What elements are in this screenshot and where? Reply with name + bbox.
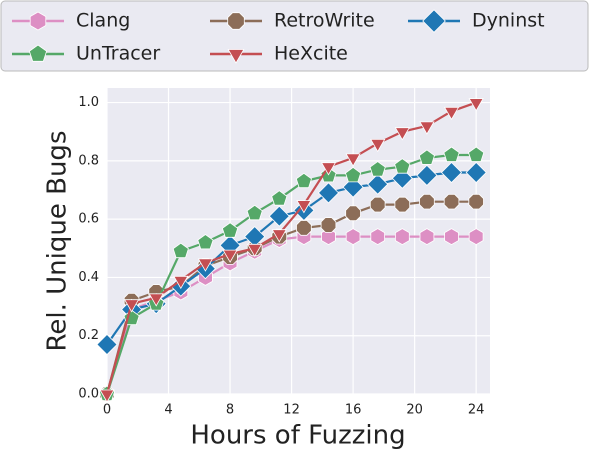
marker — [197, 258, 214, 272]
marker — [99, 389, 115, 403]
series-line — [106, 171, 477, 346]
marker — [295, 172, 312, 189]
marker — [369, 161, 386, 177]
marker — [172, 242, 189, 259]
x-tick-label: 8 — [226, 403, 234, 418]
legend-label: Clang — [76, 10, 130, 32]
marker — [465, 161, 487, 184]
legend-marker — [28, 44, 48, 62]
legend-marker — [29, 11, 47, 31]
marker — [468, 146, 485, 162]
marker — [468, 193, 484, 210]
y-tick-label: 0.6 — [78, 212, 99, 227]
marker — [443, 193, 460, 210]
legend-label: HeXcite — [274, 43, 348, 65]
x-tick-label: 20 — [406, 403, 423, 418]
y-tick-label: 0.8 — [78, 153, 99, 168]
marker — [317, 182, 340, 204]
marker — [370, 138, 386, 153]
marker — [440, 161, 463, 184]
series-line — [105, 101, 477, 395]
series-line — [105, 153, 477, 395]
marker — [443, 106, 460, 121]
marker — [345, 153, 361, 167]
marker — [394, 158, 411, 174]
marker — [197, 234, 214, 250]
legend-label: RetroWrite — [274, 10, 375, 32]
x-tick-label: 0 — [103, 403, 111, 418]
marker — [367, 173, 389, 195]
marker — [124, 299, 140, 313]
marker — [419, 121, 435, 135]
marker — [173, 275, 189, 290]
marker — [320, 217, 337, 233]
marker — [345, 166, 362, 183]
marker — [296, 200, 312, 214]
marker — [370, 228, 386, 246]
marker — [345, 205, 361, 222]
y-axis-label: Rel. Unique Bugs — [43, 131, 73, 352]
legend-label: UnTracer — [76, 43, 160, 65]
marker — [296, 220, 312, 236]
legend-label: Dyninst — [472, 10, 545, 32]
marker — [247, 243, 263, 258]
marker — [443, 146, 460, 162]
y-tick-label: 0.0 — [78, 387, 99, 402]
marker — [468, 98, 484, 112]
marker — [468, 228, 484, 246]
legend-marker — [422, 9, 446, 33]
y-tick-label: 0.4 — [78, 270, 99, 285]
x-tick-label: 24 — [468, 403, 485, 418]
marker — [246, 204, 263, 221]
marker — [271, 229, 287, 243]
marker — [221, 222, 239, 238]
legend-marker — [227, 12, 245, 30]
x-tick-label: 12 — [283, 403, 300, 418]
x-tick-label: 16 — [345, 403, 362, 418]
marker — [419, 193, 435, 210]
marker — [148, 293, 164, 307]
series-line — [105, 235, 477, 395]
marker — [369, 196, 386, 213]
marker — [419, 228, 435, 246]
marker — [394, 127, 410, 141]
marker — [394, 196, 411, 213]
marker — [418, 149, 435, 165]
marker — [268, 205, 290, 227]
marker — [96, 333, 118, 356]
marker — [271, 190, 288, 206]
x-axis-label: Hours of Fuzzing — [190, 421, 405, 451]
marker — [345, 228, 361, 246]
legend-marker — [227, 49, 245, 64]
marker — [444, 228, 459, 246]
x-tick-label: 4 — [164, 403, 172, 418]
marker — [394, 228, 410, 246]
marker — [416, 164, 438, 186]
marker — [222, 249, 238, 263]
marker — [320, 162, 337, 176]
y-tick-label: 0.2 — [78, 328, 99, 343]
y-tick-label: 1.0 — [78, 95, 99, 110]
